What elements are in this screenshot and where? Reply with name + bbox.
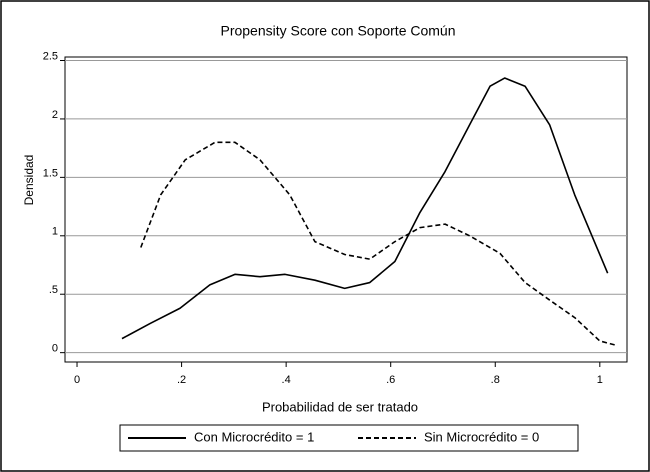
x-tick-label: .4 <box>282 374 291 386</box>
x-tick-label: .8 <box>491 374 500 386</box>
y-tick-label: 1 <box>52 226 58 238</box>
chart-title: Propensity Score con Soporte Común <box>220 23 455 39</box>
y-tick-label: 2 <box>52 109 58 121</box>
y-tick-label: 0 <box>52 343 58 355</box>
data-line <box>121 77 609 340</box>
data-line <box>140 141 618 347</box>
y-tick-label: 2.5 <box>43 50 58 62</box>
legend-box <box>119 424 579 452</box>
legend-label: Con Microcrédito = 1 <box>194 429 314 444</box>
x-tick-label: .2 <box>177 374 186 386</box>
x-tick-label: 1 <box>597 374 603 386</box>
plot-frame <box>64 56 628 363</box>
x-tick-label: 0 <box>74 374 80 386</box>
x-axis-label: Probabilidad de ser tratado <box>262 399 418 414</box>
x-tick-label: .6 <box>386 374 395 386</box>
y-tick-label: 1.5 <box>43 167 58 179</box>
legend-label: Sin Microcrédito = 0 <box>424 429 539 444</box>
y-tick-label: .5 <box>49 284 58 296</box>
y-axis-label: Densidad <box>22 155 36 206</box>
